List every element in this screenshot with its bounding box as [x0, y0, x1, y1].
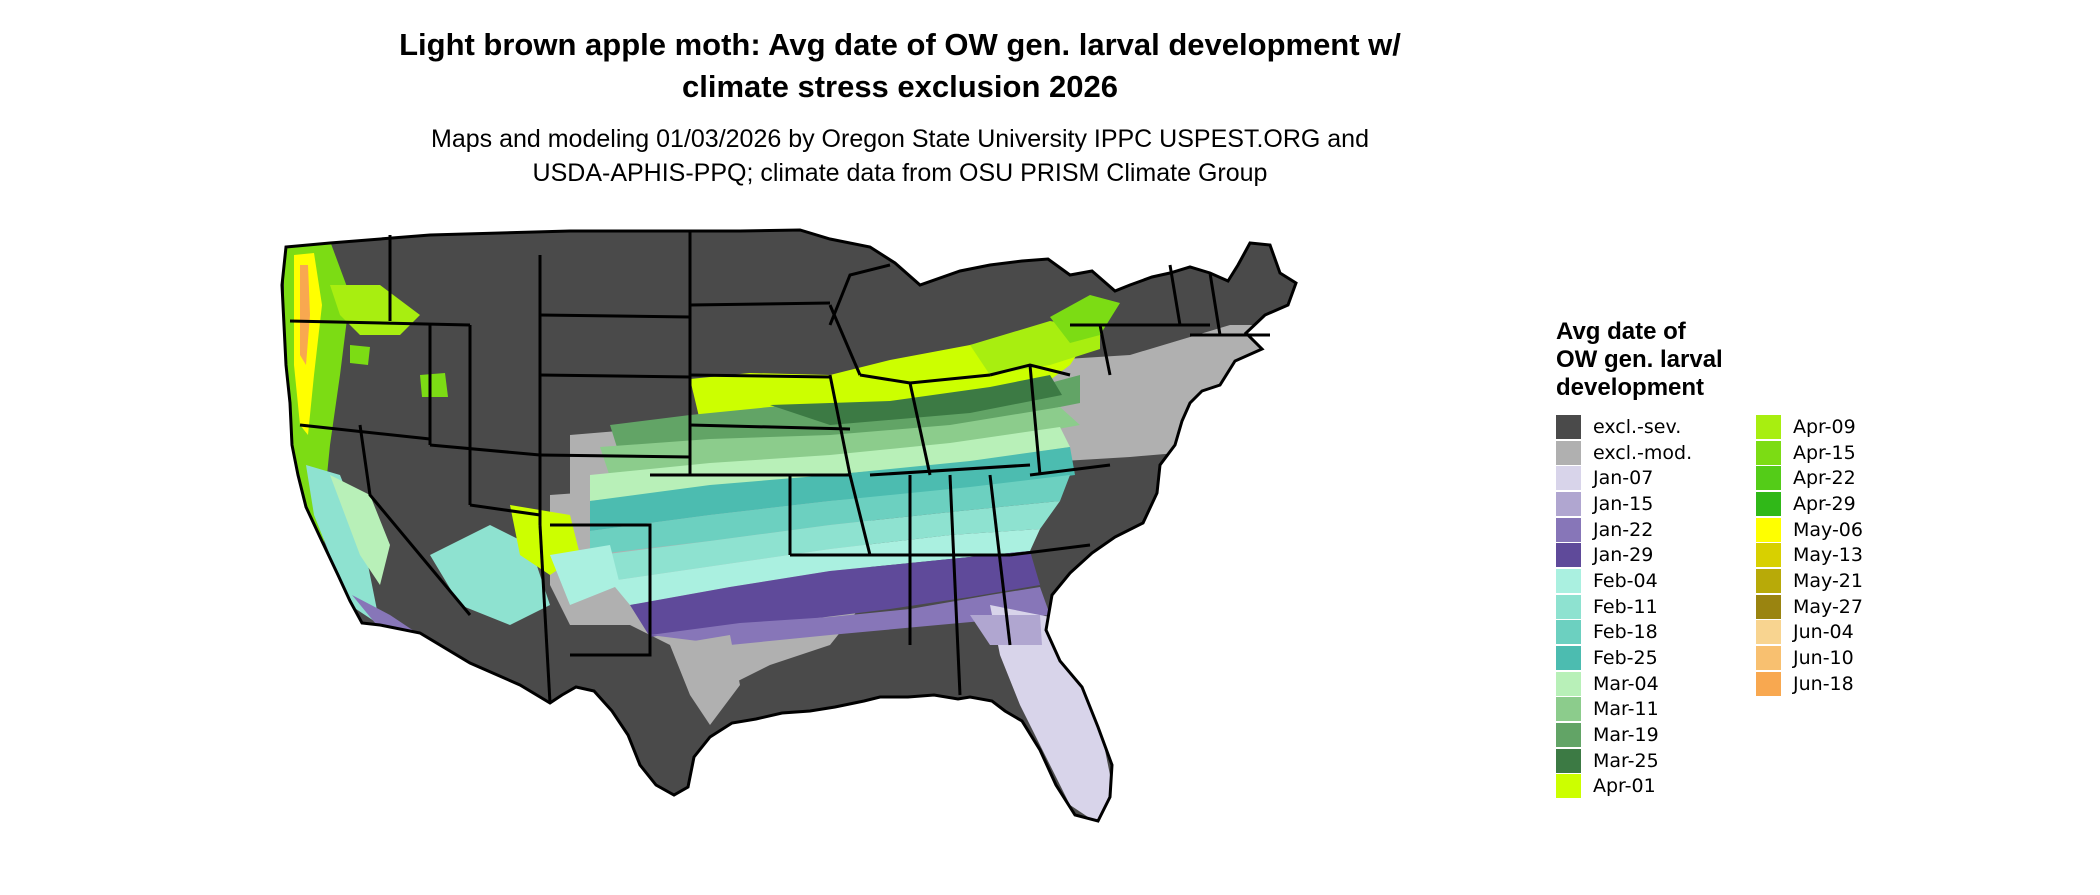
title-line-2: climate stress exclusion 2026 — [682, 69, 1118, 104]
legend-item: Feb-04 — [1556, 568, 1756, 594]
legend-swatch — [1756, 671, 1781, 696]
legend-title-line-3: development — [1556, 374, 1705, 401]
legend-label: Jan-29 — [1593, 544, 1654, 567]
legend-swatch — [1556, 543, 1581, 568]
legend-item: Feb-25 — [1556, 645, 1756, 671]
legend-swatch — [1756, 568, 1781, 593]
legend-swatch — [1556, 774, 1581, 799]
legend-label: Mar-04 — [1593, 672, 1659, 695]
legend-item: Jun-18 — [1756, 671, 1956, 697]
legend-swatch — [1556, 594, 1581, 619]
legend-item: Jan-22 — [1556, 517, 1756, 543]
legend-item: Feb-11 — [1556, 594, 1756, 620]
legend-swatch — [1556, 723, 1581, 748]
legend-item: May-21 — [1756, 568, 1956, 594]
legend-item: excl.-sev. — [1556, 414, 1756, 440]
legend-swatch — [1756, 646, 1781, 671]
state-borders — [280, 228, 1298, 823]
legend-swatch — [1556, 697, 1581, 722]
legend-label: excl.-mod. — [1593, 441, 1693, 464]
legend-label: Apr-01 — [1593, 775, 1656, 798]
legend-swatch — [1756, 543, 1781, 568]
legend-item: Apr-22 — [1756, 465, 1956, 491]
legend-label: Feb-18 — [1593, 621, 1658, 644]
legend-label: Jun-10 — [1793, 647, 1854, 670]
legend-item: Jan-07 — [1556, 465, 1756, 491]
legend-swatch — [1756, 620, 1781, 645]
legend: Avg date of OW gen. larval development e… — [1556, 318, 2076, 799]
legend-label: May-13 — [1793, 544, 1863, 567]
legend-label: Apr-15 — [1793, 441, 1856, 464]
legend-column-2: Apr-09 Apr-15 Apr-22 Apr-29 May-06 May-13 May-… — [1756, 414, 1956, 799]
legend-item: May-27 — [1756, 594, 1956, 620]
legend-swatch — [1756, 414, 1781, 439]
legend-title-line-1: Avg date of — [1556, 318, 1686, 345]
legend-swatch — [1756, 440, 1781, 465]
legend-swatch — [1556, 646, 1581, 671]
legend-swatch — [1556, 491, 1581, 516]
legend-swatch — [1556, 671, 1581, 696]
legend-item: Mar-25 — [1556, 748, 1756, 774]
legend-label: Jun-18 — [1793, 672, 1854, 695]
legend-label: May-06 — [1793, 518, 1863, 541]
legend-item: Jan-15 — [1556, 491, 1756, 517]
legend-column-1: excl.-sev. excl.-mod. Jan-07 Jan-15 Jan-22 Ja… — [1556, 414, 1756, 799]
legend-swatch — [1756, 466, 1781, 491]
legend-label: Apr-22 — [1793, 467, 1856, 490]
legend-swatch — [1556, 440, 1581, 465]
legend-label: Feb-04 — [1593, 569, 1658, 592]
legend-swatch — [1756, 517, 1781, 542]
legend-item: Apr-09 — [1756, 414, 1956, 440]
legend-item: Apr-15 — [1756, 440, 1956, 466]
legend-item: Jan-29 — [1556, 542, 1756, 568]
subtitle-line-1: Maps and modeling 01/03/2026 by Oregon S… — [431, 125, 1369, 153]
legend-label: Apr-09 — [1793, 415, 1856, 438]
legend-label: Jan-15 — [1593, 492, 1654, 515]
legend-label: Feb-11 — [1593, 595, 1658, 618]
legend-item: Jun-04 — [1756, 620, 1956, 646]
legend-swatch — [1556, 466, 1581, 491]
subtitle-line-2: USDA-APHIS-PPQ; climate data from OSU PR… — [532, 159, 1268, 187]
legend-label: Mar-25 — [1593, 749, 1659, 772]
legend-label: May-27 — [1793, 595, 1863, 618]
map-title: Light brown apple moth: Avg date of OW g… — [300, 24, 1500, 108]
us-map — [280, 228, 1298, 823]
legend-item: Mar-19 — [1556, 722, 1756, 748]
legend-label: Apr-29 — [1793, 492, 1856, 515]
legend-swatch — [1556, 568, 1581, 593]
legend-item: Mar-11 — [1556, 697, 1756, 723]
legend-swatch — [1556, 748, 1581, 773]
legend-swatch — [1756, 491, 1781, 516]
legend-swatch — [1556, 620, 1581, 645]
legend-label: Feb-25 — [1593, 647, 1658, 670]
legend-item: Jun-10 — [1756, 645, 1956, 671]
legend-title: Avg date of OW gen. larval development — [1556, 318, 2076, 402]
legend-swatch — [1756, 594, 1781, 619]
legend-label: Jan-22 — [1593, 518, 1654, 541]
legend-item: Feb-18 — [1556, 620, 1756, 646]
legend-title-line-2: OW gen. larval — [1556, 346, 1723, 373]
map-subtitle: Maps and modeling 01/03/2026 by Oregon S… — [300, 122, 1500, 190]
legend-item: May-06 — [1756, 517, 1956, 543]
legend-item: Apr-29 — [1756, 491, 1956, 517]
legend-item: Apr-01 — [1556, 774, 1756, 800]
title-line-1: Light brown apple moth: Avg date of OW g… — [399, 27, 1401, 62]
legend-item: May-13 — [1756, 542, 1956, 568]
legend-label: May-21 — [1793, 569, 1863, 592]
development-zones — [284, 241, 1270, 821]
legend-item: Mar-04 — [1556, 671, 1756, 697]
legend-label: Mar-11 — [1593, 698, 1659, 721]
legend-swatch — [1556, 517, 1581, 542]
legend-label: Mar-19 — [1593, 724, 1659, 747]
legend-label: Jun-04 — [1793, 621, 1854, 644]
legend-item: excl.-mod. — [1556, 440, 1756, 466]
legend-label: excl.-sev. — [1593, 415, 1682, 438]
legend-label: Jan-07 — [1593, 467, 1654, 490]
legend-swatch — [1556, 414, 1581, 439]
